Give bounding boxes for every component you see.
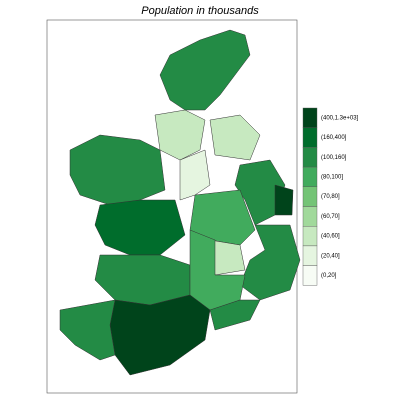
- legend-swatch: [302, 206, 318, 227]
- legend-swatch: [302, 245, 318, 266]
- legend-label: (20,40]: [321, 253, 340, 259]
- county: [59, 299, 116, 361]
- counties: [59, 29, 301, 376]
- legend-swatch: [302, 166, 318, 188]
- county: [154, 109, 206, 161]
- legend-label: (100,160]: [321, 155, 347, 161]
- county: [109, 294, 211, 376]
- county: [209, 114, 261, 161]
- map-frame: [46, 19, 298, 394]
- map-title: Population in thousands: [141, 5, 259, 17]
- legend-swatch: [302, 186, 318, 207]
- county: [209, 299, 261, 331]
- legend-swatch: [302, 107, 318, 128]
- county: [274, 184, 294, 216]
- county: [179, 149, 211, 201]
- legend-label: (40,60]: [321, 234, 340, 240]
- county: [69, 134, 166, 206]
- legend-label: (80,100]: [321, 175, 343, 181]
- legend-swatch: [302, 127, 318, 148]
- legend-label: (60,70]: [321, 214, 340, 220]
- county: [159, 29, 251, 111]
- legend-swatch: [302, 147, 318, 168]
- county: [94, 199, 186, 256]
- legend-swatch: [302, 265, 318, 286]
- county: [234, 159, 286, 226]
- legend-swatch: [302, 225, 318, 247]
- legend-label: (70,80]: [321, 194, 340, 200]
- legend-label: (160,400]: [321, 135, 347, 141]
- legend-label: (400,1.3e+03]: [321, 115, 359, 121]
- legend: (400,1.3e+03] (160,400] (100,160] (80,100] (…: [302, 107, 359, 286]
- county: [94, 254, 191, 306]
- legend-label: (0,20]: [321, 273, 337, 279]
